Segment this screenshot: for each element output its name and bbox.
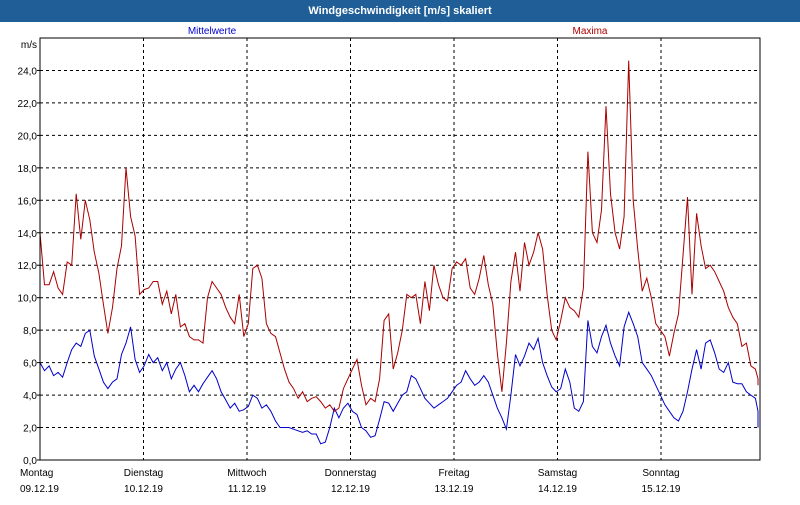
y-tick-label: 0,0: [23, 456, 37, 467]
x-day-date: 13.12.19: [435, 484, 474, 495]
legend: Mittelwerte Maxima: [188, 26, 608, 37]
mean-series-line: [39, 310, 759, 445]
y-tick-label: 12,0: [18, 261, 38, 272]
x-axis: Montag 09.12.19 Dienstag 10.12.19 Mittwoch 11…: [20, 468, 681, 495]
y-tick-label: 22,0: [18, 99, 38, 110]
x-day-name: Mittwoch: [227, 468, 266, 479]
series-lines: [39, 60, 759, 445]
x-day-date: 11.12.19: [228, 484, 267, 495]
y-tick-label: 16,0: [18, 196, 38, 207]
x-day-name: Montag: [20, 468, 53, 479]
plot-background: [0, 22, 800, 500]
y-tick-label: 2,0: [23, 424, 37, 435]
plot-border: [39, 37, 761, 461]
x-day-name: Sonntag: [642, 468, 679, 479]
x-day-name: Freitag: [438, 468, 469, 479]
window-title: Windgeschwindigkeit [m/s] skaliert: [0, 0, 800, 22]
legend-max: Maxima: [572, 26, 607, 37]
x-day-date: 15.12.19: [642, 484, 681, 495]
y-tick-label: 24,0: [18, 66, 38, 77]
wind-speed-chart: 0,0 2,0 4,0 6,0 8,0 10,0 12,0 14,0 16,0 18,0 20,0 2…: [0, 22, 800, 500]
grid-lines: [40, 38, 760, 460]
legend-mean: Mittelwerte: [188, 26, 237, 37]
x-day-date: 14.12.19: [538, 484, 577, 495]
x-day-date: 09.12.19: [20, 484, 59, 495]
y-tick-label: 6,0: [23, 359, 37, 370]
max-series-line: [39, 60, 759, 412]
y-tick-label: 14,0: [18, 229, 38, 240]
y-axis-label: m/s: [21, 40, 37, 51]
x-day-date: 12.12.19: [331, 484, 370, 495]
y-tick-label: 10,0: [18, 294, 38, 305]
x-day-name: Samstag: [538, 468, 577, 479]
x-day-name: Donnerstag: [325, 468, 377, 479]
x-day-date: 10.12.19: [124, 484, 163, 495]
y-tick-label: 18,0: [18, 164, 38, 175]
y-tick-label: 8,0: [23, 326, 37, 337]
y-tick-label: 20,0: [18, 131, 38, 142]
x-day-name: Dienstag: [124, 468, 163, 479]
chart-frame: 0,0 2,0 4,0 6,0 8,0 10,0 12,0 14,0 16,0 18,0 20,0 2…: [0, 22, 800, 500]
y-tick-label: 4,0: [23, 391, 37, 402]
